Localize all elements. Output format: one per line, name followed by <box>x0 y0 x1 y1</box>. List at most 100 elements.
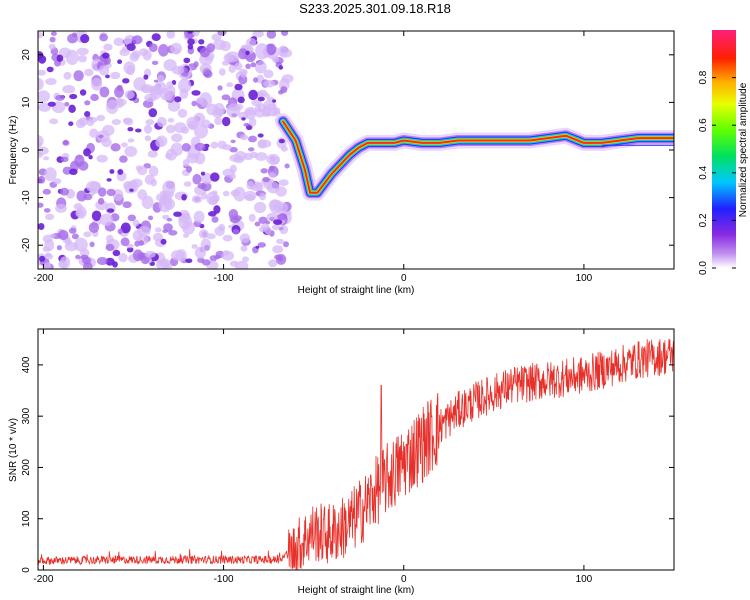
noise-blob <box>38 223 45 230</box>
snr-x-tick-label: 100 <box>576 574 593 585</box>
noise-blob <box>44 167 57 182</box>
noise-blob <box>254 152 268 161</box>
noise-blob <box>223 53 235 63</box>
noise-blob <box>138 240 145 246</box>
noise-blob <box>186 165 192 173</box>
colorbar-tick-label: 0.2 <box>698 213 709 227</box>
noise-blob <box>69 93 78 100</box>
noise-blob <box>53 178 62 185</box>
noise-blob <box>210 172 220 182</box>
noise-blob <box>84 100 91 106</box>
noise-blob <box>126 65 135 76</box>
noise-blob <box>255 245 260 249</box>
noise-blob <box>90 93 99 102</box>
noise-blob <box>110 71 121 80</box>
noise-blob <box>49 118 59 125</box>
noise-blob <box>193 112 206 125</box>
noise-blob <box>244 107 257 116</box>
spectrogram-y-tick-label: 10 <box>21 96 32 108</box>
noise-blob <box>257 242 266 248</box>
noise-blob <box>217 31 227 36</box>
noise-blob <box>120 237 130 247</box>
noise-blob <box>43 156 50 161</box>
noise-blob <box>173 211 182 217</box>
noise-blob <box>273 219 283 226</box>
noise-blob <box>112 261 118 268</box>
spectrogram-x-tick-label: -100 <box>214 273 234 284</box>
snr-y-tick-label: 400 <box>21 356 32 373</box>
noise-blob <box>77 55 87 63</box>
noise-blob <box>210 141 218 149</box>
noise-blob <box>228 64 236 73</box>
noise-blob <box>76 190 87 202</box>
snr-x-tick-label: -100 <box>214 574 234 585</box>
noise-blob <box>245 63 251 70</box>
noise-blob <box>272 99 277 103</box>
noise-blob <box>237 96 245 104</box>
colorbar-ticks: 0.0 0.2 0.4 0.6 0.8 <box>698 70 736 275</box>
noise-blob <box>221 94 231 101</box>
noise-blob <box>266 181 280 194</box>
noise-blob <box>123 117 134 126</box>
noise-blob <box>74 237 88 252</box>
noise-blob <box>255 104 261 112</box>
noise-blob <box>230 139 236 144</box>
noise-blob <box>187 31 193 34</box>
noise-blob <box>271 224 281 231</box>
snr-y-tick-label: 200 <box>21 459 32 476</box>
noise-blob <box>56 54 64 62</box>
noise-blob <box>63 71 72 80</box>
noise-blob <box>279 225 289 235</box>
noise-blob <box>187 38 195 46</box>
noise-blob <box>75 209 85 218</box>
noise-blob <box>43 208 51 213</box>
noise-blob <box>263 69 274 79</box>
noise-blob <box>198 229 209 239</box>
noise-blob <box>144 250 156 258</box>
noise-blob <box>191 100 197 107</box>
noise-blob <box>156 116 167 128</box>
noise-blob <box>106 234 114 244</box>
noise-blob <box>239 233 251 244</box>
noise-blob <box>257 96 265 102</box>
noise-blob <box>142 50 152 61</box>
noise-blob <box>240 70 247 78</box>
noise-blob <box>83 231 92 238</box>
noise-blob <box>55 94 65 101</box>
snr-y-tick-label: 0 <box>21 567 32 573</box>
noise-blob <box>45 78 57 86</box>
noise-blob <box>248 89 258 101</box>
noise-blob <box>132 249 144 262</box>
noise-blob <box>131 50 141 59</box>
noise-blob <box>120 222 131 234</box>
noise-blob <box>84 68 94 77</box>
noise-blob <box>272 245 284 254</box>
noise-blob <box>151 33 161 41</box>
noise-blob <box>148 108 158 118</box>
noise-blob <box>49 36 56 43</box>
noise-blob <box>263 79 276 88</box>
noise-blob <box>194 142 206 152</box>
noise-blob <box>134 240 141 247</box>
noise-blob <box>98 187 107 197</box>
noise-blob <box>251 99 262 107</box>
colorbar: 0.0 0.2 0.4 0.6 0.8 Normalized spectral ampl… <box>698 30 749 275</box>
noise-blob <box>103 43 113 51</box>
noise-blob <box>166 124 176 134</box>
noise-blob <box>68 121 74 126</box>
noise-blob <box>199 92 213 108</box>
noise-blob <box>171 65 185 75</box>
noise-blob <box>73 70 84 82</box>
noise-blob <box>191 90 201 96</box>
noise-blob <box>80 34 90 44</box>
noise-blob <box>238 48 248 60</box>
noise-blob <box>109 169 115 174</box>
noise-blob <box>183 57 191 64</box>
noise-blob <box>160 238 167 245</box>
noise-blob <box>91 210 102 222</box>
page-title: S233.2025.301.09.18.R18 <box>299 1 451 16</box>
spectrogram-x-tick-label: 0 <box>401 273 407 284</box>
noise-blob <box>114 86 124 98</box>
noise-blob <box>39 255 46 262</box>
